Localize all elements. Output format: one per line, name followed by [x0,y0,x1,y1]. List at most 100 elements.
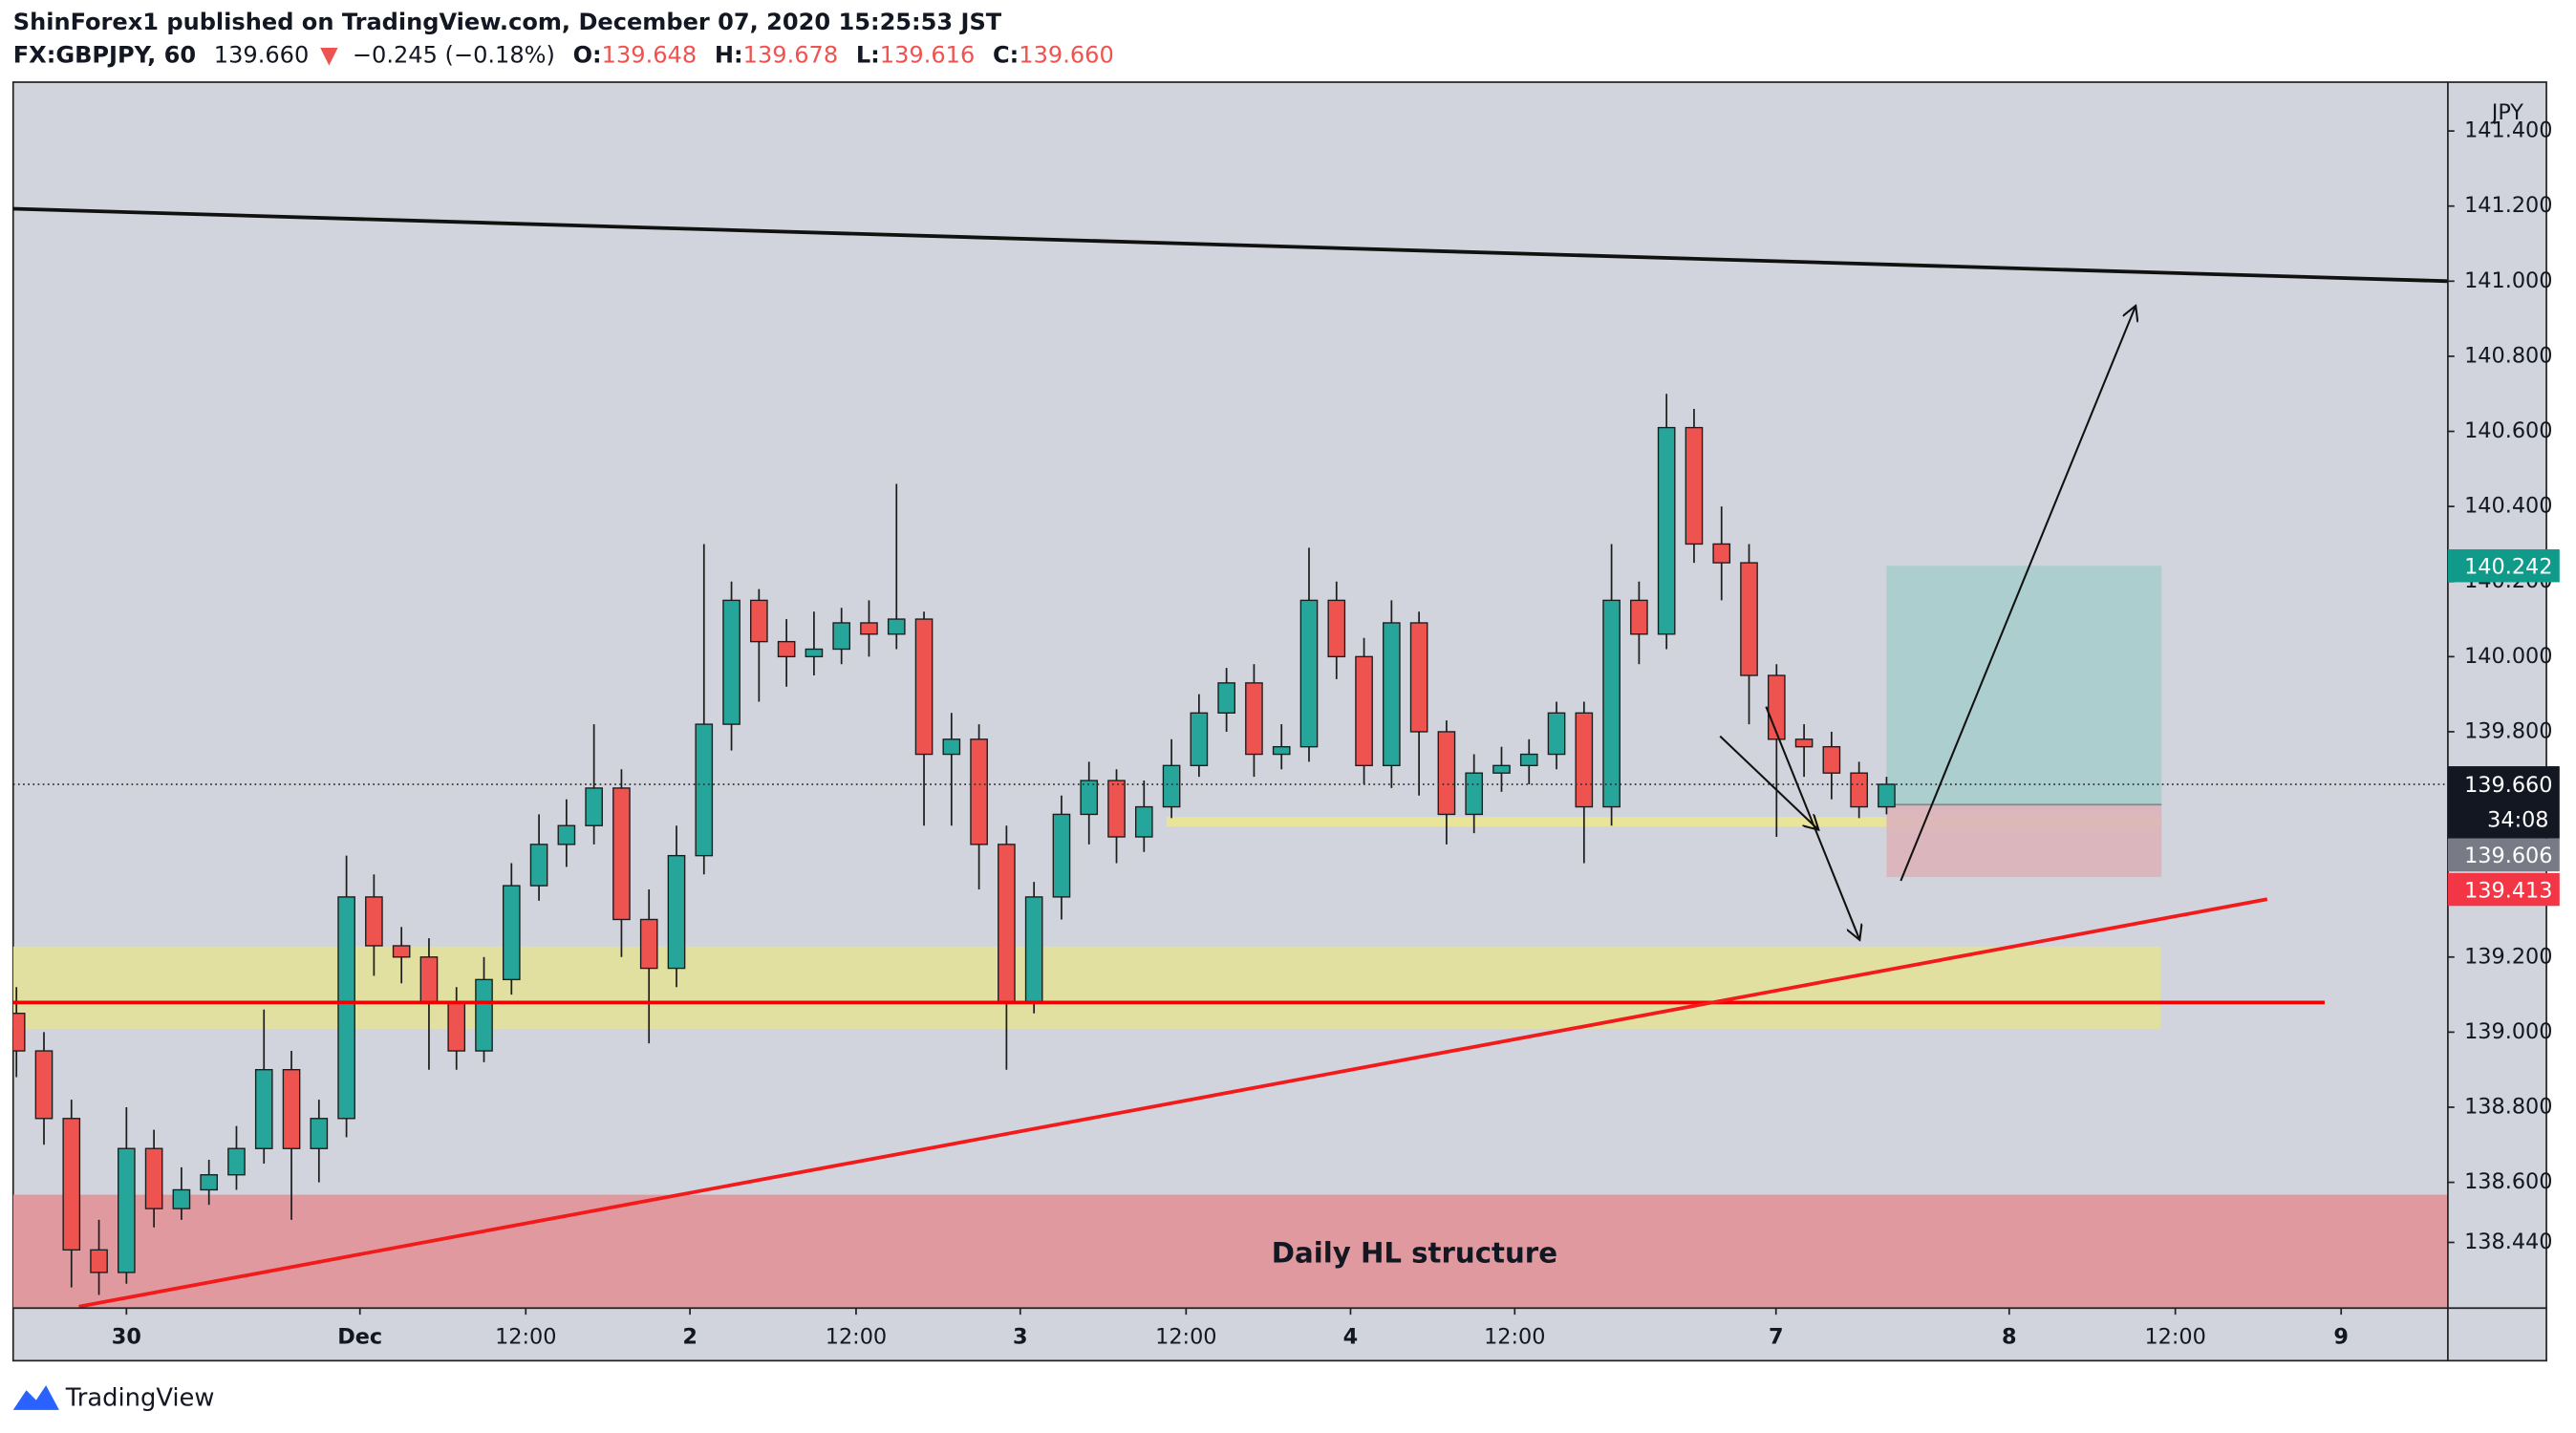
currency: JPY [2490,100,2524,125]
candle-body [502,885,521,981]
candle-body [1878,783,1896,808]
candle-body [1657,426,1676,635]
candle-body [310,1118,329,1149]
candle-body [365,896,383,947]
stop-zone [1886,804,2162,878]
y-tick-label: 138.800 [2464,1094,2552,1119]
arrow [1719,735,1818,830]
price-label: 140.242 [2464,554,2552,579]
candle-body [392,945,411,958]
ohlc-key: O: [573,41,602,68]
candle-body [529,844,548,887]
candle-body [970,738,988,845]
x-tick-label: 12:00 [826,1325,887,1350]
candle-body [1547,712,1566,756]
y-tick-label: 141.000 [2464,268,2552,293]
change: −0.245 (−0.18%) [353,41,555,68]
candle-body [887,618,906,635]
y-tick-label: 140.000 [2464,644,2552,669]
candle-body [777,640,796,658]
ohlc-key: C: [993,41,1019,68]
brand: TradingView [12,1383,215,1412]
plot: Daily HL structure [12,206,2448,1309]
x-tick-label: 4 [1343,1325,1359,1350]
candle-body [200,1174,219,1191]
x-tick-label: 12:00 [1155,1325,1216,1350]
symbol-line: FX:GBPJPY, 60 139.660 ▼ −0.245 (−0.18%) … [13,41,1114,68]
candle-body [998,844,1016,1003]
candle-body [282,1069,301,1149]
zone [12,1194,2448,1309]
candle-body [118,1147,136,1273]
ohlc-value: 139.678 [743,41,838,68]
zone [1166,817,2161,827]
last-price-bg [2447,766,2560,839]
candle-body [1740,562,1758,676]
price-label: 139.413 [2464,878,2552,903]
candle-body [1107,780,1126,838]
last: 139.660 [214,41,309,68]
candle-body [1822,745,1841,774]
x-tick-label: Dec [337,1325,382,1350]
candle-body [1217,682,1235,714]
candle-body [1465,772,1484,816]
candle-body [1299,599,1319,748]
arrow [1765,706,1859,940]
candle-body [12,1013,26,1052]
ohlc-key: H: [715,41,743,68]
candle-body [914,618,934,756]
ohlc-value: 139.660 [1019,41,1113,68]
candle-body [475,978,493,1052]
candle-body [1519,753,1538,767]
candle-body [1052,813,1071,898]
candle-body [1767,674,1786,740]
publish-title: ShinForex1 published on TradingView.com,… [13,9,1002,35]
candle-body [1712,543,1731,564]
candle-body [1327,599,1346,658]
candle-body [1245,682,1263,756]
candle-body [1409,622,1428,733]
candle-body [419,956,439,1003]
candle-body [1437,731,1456,816]
candle-body [1630,599,1648,635]
y-tick-label: 140.400 [2464,494,2552,519]
y-tick-label: 141.400 [2464,118,2552,143]
x-tick-label: 12:00 [2144,1325,2205,1350]
target-zone [1886,566,2162,805]
x-tick-label: 3 [1013,1325,1028,1350]
last-price-label: 139.660 [2464,773,2552,798]
candle-body [1190,712,1209,767]
candle-body [90,1249,108,1273]
candle-body [1575,712,1594,808]
price-label: 139.606 [2464,844,2552,868]
candle-body [1850,772,1868,808]
countdown: 34:08 [2487,807,2548,832]
symbol: FX:GBPJPY, 60 [13,41,196,68]
x-tick-label: 12:00 [1484,1325,1545,1350]
x-tick-label: 9 [2333,1325,2349,1350]
logo [12,1385,59,1410]
candle-body [1080,780,1099,816]
candle-body [1272,745,1291,756]
x-tick-label: 8 [2002,1325,2017,1350]
candle-body [1024,896,1043,1003]
x-tick-label: 2 [682,1325,698,1350]
candle-body [447,1001,466,1052]
candle-body [34,1050,54,1120]
candle-body [805,648,824,658]
ohlc-key: L: [856,41,880,68]
brand-name: TradingView [65,1383,215,1412]
y-tick-label: 140.600 [2464,418,2552,443]
y-tick-label: 141.200 [2464,193,2552,218]
candle-body [1134,805,1153,838]
y-tick-label: 138.600 [2464,1169,2552,1194]
candle-body [832,622,851,651]
candle-body [172,1188,191,1209]
price-label-bg [2447,872,2560,907]
x-tick-label: 7 [1769,1325,1784,1350]
candle-body [62,1118,81,1251]
candle-body [1602,599,1621,808]
ohlc-value: 139.616 [880,41,975,68]
candle-body [695,723,714,857]
